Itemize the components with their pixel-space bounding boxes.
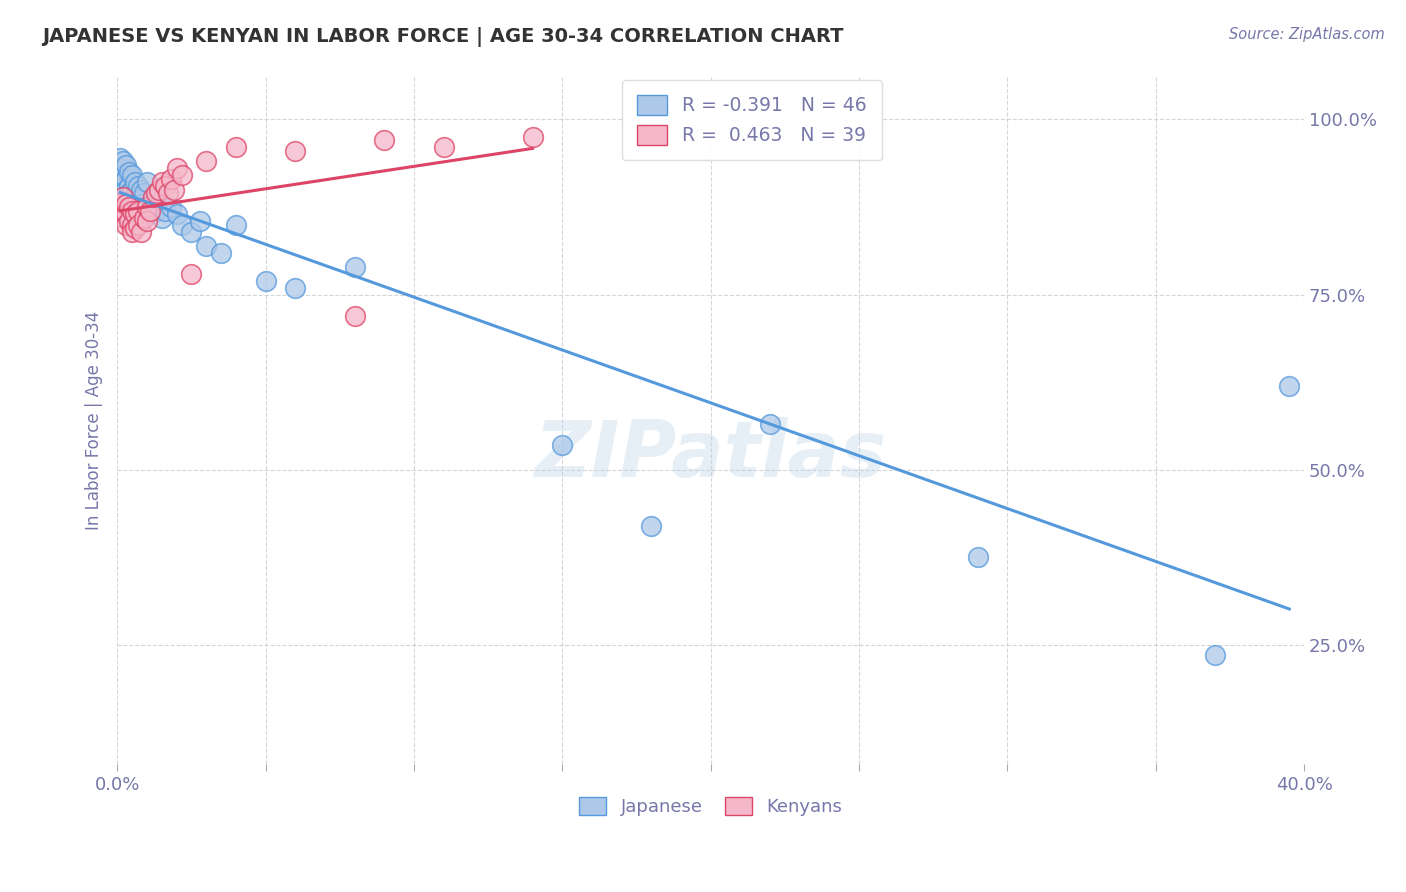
Text: ZIPatlas: ZIPatlas	[534, 417, 887, 493]
Point	[121, 182, 143, 196]
Point	[343, 309, 366, 323]
Point	[966, 550, 988, 565]
Point	[145, 203, 167, 218]
Point	[759, 417, 782, 431]
Point	[180, 267, 202, 281]
Point	[145, 186, 167, 200]
Point	[118, 200, 141, 214]
Point	[142, 189, 165, 203]
Point	[127, 203, 149, 218]
Point	[225, 140, 247, 154]
Point	[115, 172, 138, 186]
Point	[127, 179, 149, 194]
Point	[112, 154, 135, 169]
Point	[121, 218, 143, 232]
Point	[129, 225, 152, 239]
Point	[1204, 648, 1226, 663]
Point	[139, 203, 162, 218]
Point	[284, 280, 307, 294]
Point	[135, 176, 157, 190]
Point	[209, 245, 232, 260]
Point	[118, 165, 141, 179]
Point	[254, 274, 277, 288]
Point	[166, 161, 188, 176]
Point	[129, 182, 152, 196]
Point	[1278, 378, 1301, 392]
Point	[124, 176, 146, 190]
Point	[432, 140, 454, 154]
Point	[135, 200, 157, 214]
Point	[148, 193, 170, 207]
Point	[121, 169, 143, 183]
Point	[112, 176, 135, 190]
Point	[118, 214, 141, 228]
Point	[121, 193, 143, 207]
Point	[108, 151, 131, 165]
Point	[118, 186, 141, 200]
Point	[127, 218, 149, 232]
Point	[156, 186, 179, 200]
Point	[112, 169, 135, 183]
Point	[115, 196, 138, 211]
Point	[139, 207, 162, 221]
Point	[115, 207, 138, 221]
Point	[108, 196, 131, 211]
Point	[159, 172, 181, 186]
Point	[112, 211, 135, 225]
Point	[284, 144, 307, 158]
Point	[115, 158, 138, 172]
Y-axis label: In Labor Force | Age 30-34: In Labor Force | Age 30-34	[86, 311, 103, 530]
Point	[112, 189, 135, 203]
Point	[135, 200, 157, 214]
Point	[124, 221, 146, 235]
Point	[373, 133, 395, 147]
Point	[132, 211, 155, 225]
Point	[225, 218, 247, 232]
Text: JAPANESE VS KENYAN IN LABOR FORCE | AGE 30-34 CORRELATION CHART: JAPANESE VS KENYAN IN LABOR FORCE | AGE …	[42, 27, 844, 46]
Point	[124, 189, 146, 203]
Point	[150, 176, 173, 190]
Point	[108, 203, 131, 218]
Point	[166, 207, 188, 221]
Point	[118, 179, 141, 194]
Point	[551, 438, 574, 452]
Point	[121, 203, 143, 218]
Point	[195, 154, 218, 169]
Point	[159, 200, 181, 214]
Point	[153, 179, 176, 194]
Point	[195, 238, 218, 252]
Point	[172, 218, 194, 232]
Point	[172, 169, 194, 183]
Point	[132, 186, 155, 200]
Point	[124, 207, 146, 221]
Point	[180, 225, 202, 239]
Point	[142, 196, 165, 211]
Text: Source: ZipAtlas.com: Source: ZipAtlas.com	[1229, 27, 1385, 42]
Point	[121, 225, 143, 239]
Point	[150, 211, 173, 225]
Point	[343, 260, 366, 274]
Point	[127, 193, 149, 207]
Point	[129, 196, 152, 211]
Point	[162, 182, 184, 196]
Legend: Japanese, Kenyans: Japanese, Kenyans	[572, 789, 849, 823]
Point	[108, 161, 131, 176]
Point	[153, 203, 176, 218]
Point	[522, 130, 544, 145]
Point	[115, 182, 138, 196]
Point	[188, 214, 211, 228]
Point	[640, 518, 662, 533]
Point	[115, 218, 138, 232]
Point	[135, 214, 157, 228]
Point	[148, 182, 170, 196]
